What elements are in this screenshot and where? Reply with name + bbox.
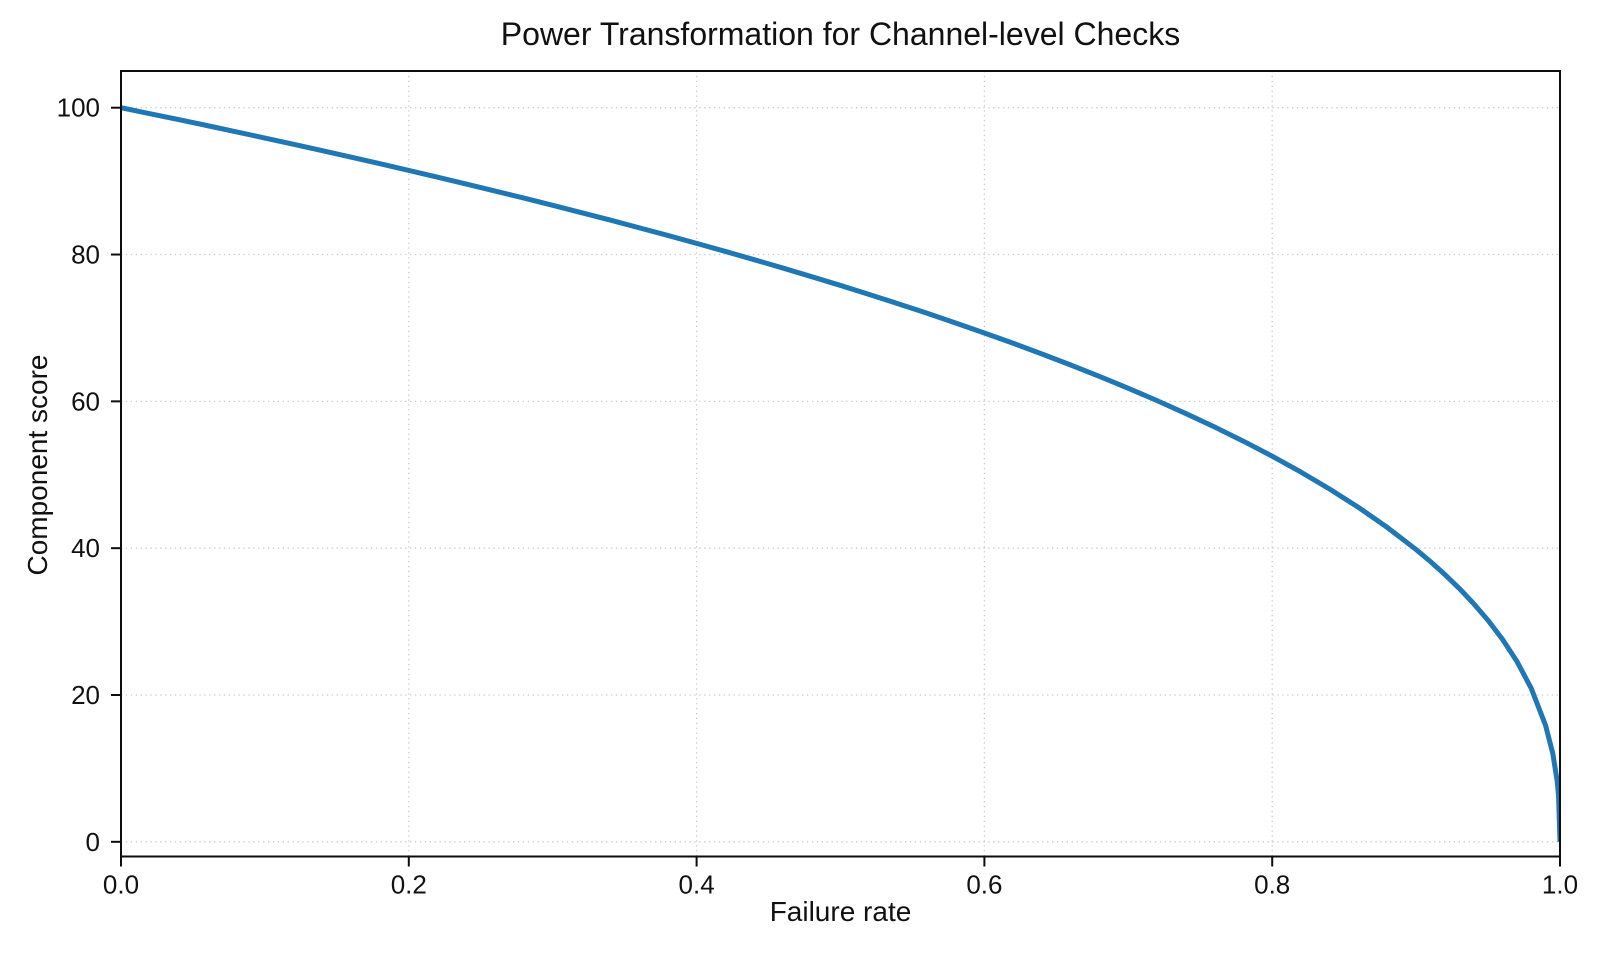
y-tick-label: 40 — [71, 533, 100, 563]
y-tick-label: 20 — [71, 680, 100, 710]
x-axis-label: Failure rate — [769, 896, 912, 927]
y-tick-label: 0 — [86, 827, 100, 857]
chart-title: Power Transformation for Channel-level C… — [500, 16, 1181, 52]
y-tick-label: 60 — [71, 386, 100, 416]
x-tick-label: 0.8 — [1254, 870, 1290, 900]
x-tick-label: 0.0 — [103, 870, 139, 900]
x-tick-label: 0.2 — [391, 870, 427, 900]
curve-component-score-curve — [121, 105, 1560, 842]
x-tick-label: 1.0 — [1542, 870, 1578, 900]
x-tick-label: 0.6 — [966, 870, 1002, 900]
y-tick-label: 80 — [71, 240, 100, 270]
plot-border — [120, 70, 1561, 858]
x-tick-label: 0.4 — [679, 870, 715, 900]
y-tick-label: 100 — [57, 93, 100, 123]
